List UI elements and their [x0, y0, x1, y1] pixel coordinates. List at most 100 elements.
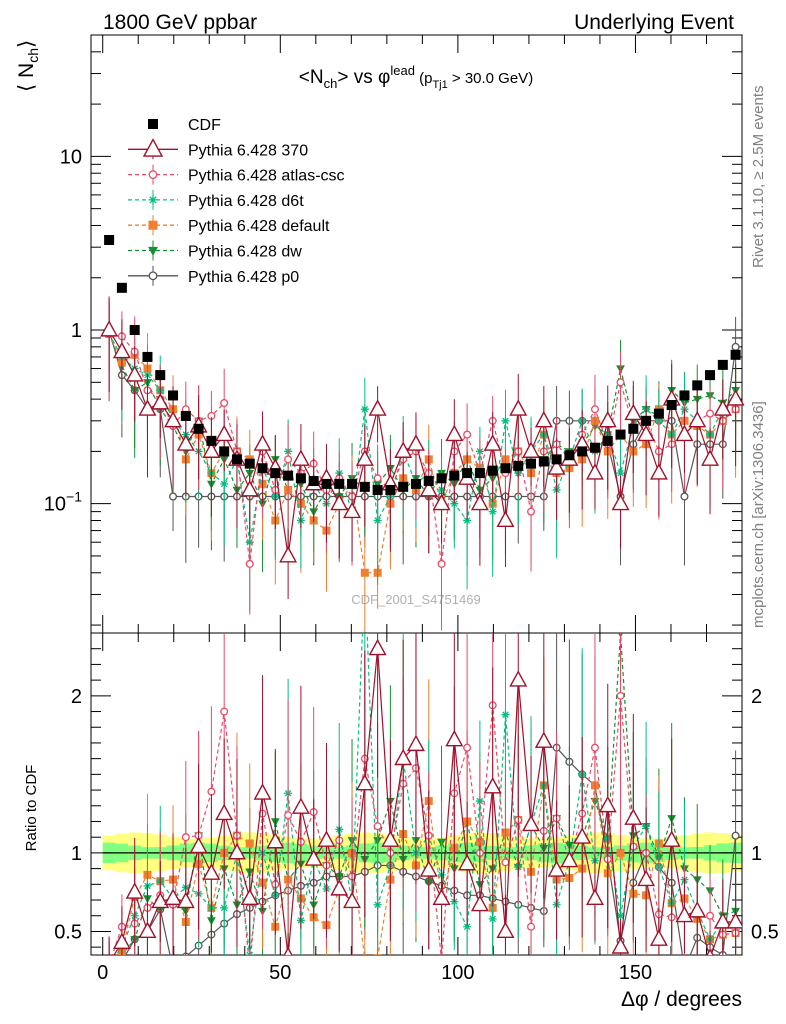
ratio-data-point	[107, 952, 111, 955]
title-sub-ch: ch	[324, 76, 338, 91]
title-part-mid: > vs φ	[337, 67, 390, 88]
main-data-point	[176, 434, 195, 451]
legend-label: Pythia 6.428 d6t	[188, 193, 304, 210]
main-data-point	[628, 423, 639, 434]
main-data-point	[432, 493, 451, 511]
main-data-point	[463, 516, 472, 525]
main-data-point	[675, 424, 694, 442]
main-data-point	[509, 399, 528, 416]
ratio-data-point	[509, 670, 528, 687]
ratio-data-point	[381, 830, 400, 847]
ratio-data-point	[662, 830, 681, 847]
ratio-panel: 0.5 0.5 1 1 2 2 0 50 100 150 Ratio to CDF Δφ / de…	[23, 632, 779, 1011]
main-data-point	[653, 408, 664, 419]
ratio-data-point	[368, 638, 387, 656]
ratio-series-line	[113, 648, 736, 955]
main-data-point	[220, 398, 229, 408]
title-part-paren: (p	[415, 70, 433, 87]
main-data-point	[270, 468, 281, 479]
ratio-data-point	[202, 863, 221, 880]
legend-marker	[148, 195, 158, 205]
ratio-data-point	[240, 888, 259, 906]
ratio-data-point	[573, 827, 592, 844]
ratio-y-tick-label-right: 0.5	[751, 921, 779, 943]
ratio-data-point	[527, 922, 536, 931]
ratio-data-point	[611, 937, 630, 954]
ratio-data-point	[688, 901, 707, 918]
main-data-point	[501, 416, 510, 425]
legend-marker	[148, 246, 158, 256]
main-data-point	[624, 403, 643, 421]
header-left-label: 1800 GeV ppbar	[103, 11, 257, 34]
main-data-point	[527, 507, 536, 516]
ratio-data-point	[361, 956, 369, 964]
ratio-data-point	[590, 743, 599, 752]
legend-label: Pythia 6.428 p0	[188, 269, 299, 286]
legend: CDF Pythia 6.428 370 Pythia 6.428 atlas-cs…	[128, 117, 345, 286]
main-data-point	[202, 441, 221, 458]
main-data-point	[534, 410, 553, 428]
main-data-point	[488, 507, 497, 516]
main-data-point	[513, 460, 524, 471]
main-data-point	[410, 478, 421, 489]
main-data-point	[551, 454, 562, 465]
main-data-point	[116, 282, 127, 293]
main-data-point	[245, 559, 254, 568]
legend-entry: Pythia 6.428 atlas-csc	[128, 164, 345, 185]
ratio-data-point	[713, 912, 732, 929]
ratio-data-point	[227, 842, 246, 860]
ratio-data-point	[637, 869, 656, 887]
main-data-point	[470, 493, 489, 511]
ratio-data-point	[138, 921, 157, 938]
ratio-data-point	[355, 773, 374, 791]
ratio-data-point	[547, 860, 566, 877]
legend-label: Pythia 6.428 atlas-csc	[188, 168, 345, 185]
main-data-point	[100, 320, 119, 337]
main-data-point	[602, 435, 613, 446]
ratio-data-point	[560, 850, 579, 868]
main-data-point	[220, 479, 229, 488]
main-data-point	[360, 568, 369, 577]
main-data-point	[180, 410, 191, 421]
header-right-label: Underlying Event	[574, 11, 734, 34]
title-sup-lead: lead	[390, 63, 415, 78]
main-data-point	[585, 463, 604, 480]
ratio-data-point	[488, 914, 497, 923]
ylabel-close: ⟩	[15, 40, 38, 48]
main-data-point	[449, 470, 460, 481]
main-data-point	[283, 470, 294, 481]
main-data-point	[483, 434, 502, 451]
main-data-point	[168, 390, 179, 401]
main-data-point	[474, 468, 485, 479]
ratio-data-point	[463, 743, 472, 752]
main-data-point	[577, 446, 588, 457]
main-data-point	[206, 435, 217, 446]
main-y-tick-label: 10	[60, 146, 82, 168]
main-data-point	[437, 559, 446, 568]
main-y-tick-label-exp: −1	[66, 489, 82, 505]
ratio-data-point	[220, 707, 229, 716]
ratio-data-point	[253, 783, 272, 800]
ratio-data-point	[406, 734, 425, 752]
main-series-line	[108, 333, 737, 574]
legend-label: Pythia 6.428 dw	[188, 244, 302, 261]
main-data-point	[680, 492, 689, 501]
main-data-point	[713, 399, 732, 416]
main-data-point	[359, 481, 370, 492]
ratio-data-point	[112, 932, 131, 949]
legend-label: Pythia 6.428 370	[188, 142, 308, 159]
main-data-point	[295, 473, 306, 484]
ratio-data-point	[585, 888, 604, 906]
x-axis-label: Δφ / degrees	[621, 988, 742, 1011]
main-data-point	[731, 342, 740, 351]
ratio-data-point	[463, 922, 472, 931]
main-data-point	[112, 341, 131, 359]
ylabel-sub: ch	[25, 48, 41, 63]
main-data-point	[611, 493, 630, 511]
main-data-point	[257, 463, 268, 474]
main-data-point	[193, 423, 204, 434]
ratio-series-6	[108, 633, 740, 955]
legend-marker	[148, 170, 158, 180]
main-data-point	[373, 474, 382, 483]
